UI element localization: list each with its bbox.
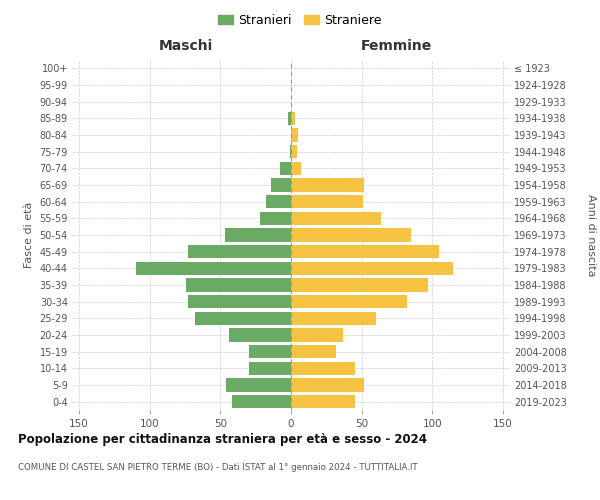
Y-axis label: Anni di nascita: Anni di nascita (586, 194, 596, 276)
Bar (248, 345, 291, 358)
Bar (188, 295, 291, 308)
Bar (291, 395, 355, 408)
Bar (288, 112, 291, 125)
Bar (290, 145, 291, 158)
Bar (291, 195, 363, 208)
Bar (260, 212, 291, 225)
Bar (271, 178, 291, 192)
Bar (291, 128, 298, 141)
Bar (291, 162, 301, 175)
Bar (248, 362, 291, 375)
Text: COMUNE DI CASTEL SAN PIETRO TERME (BO) - Dati ISTAT al 1° gennaio 2024 - TUTTITA: COMUNE DI CASTEL SAN PIETRO TERME (BO) -… (18, 462, 418, 471)
Bar (280, 162, 291, 175)
Bar (291, 278, 428, 291)
Bar (226, 378, 291, 392)
Bar (291, 178, 364, 192)
Text: Popolazione per cittadinanza straniera per età e sesso - 2024: Popolazione per cittadinanza straniera p… (18, 432, 427, 446)
Bar (291, 245, 439, 258)
Bar (291, 212, 382, 225)
Bar (291, 145, 296, 158)
Legend: Stranieri, Straniere: Stranieri, Straniere (213, 8, 387, 32)
Bar (291, 345, 336, 358)
Bar (291, 295, 407, 308)
Bar (291, 112, 295, 125)
Bar (224, 228, 291, 241)
Bar (232, 395, 291, 408)
Bar (291, 328, 343, 342)
Bar (291, 228, 411, 241)
Bar (136, 262, 291, 275)
Bar (188, 245, 291, 258)
Bar (229, 328, 291, 342)
Bar (291, 378, 364, 392)
Bar (187, 278, 291, 291)
Bar (291, 262, 454, 275)
Text: Maschi: Maschi (159, 40, 213, 54)
Bar (291, 362, 355, 375)
Bar (291, 312, 376, 325)
Bar (266, 195, 291, 208)
Text: Femmine: Femmine (361, 40, 432, 54)
Y-axis label: Fasce di età: Fasce di età (24, 202, 34, 268)
Bar (195, 312, 291, 325)
